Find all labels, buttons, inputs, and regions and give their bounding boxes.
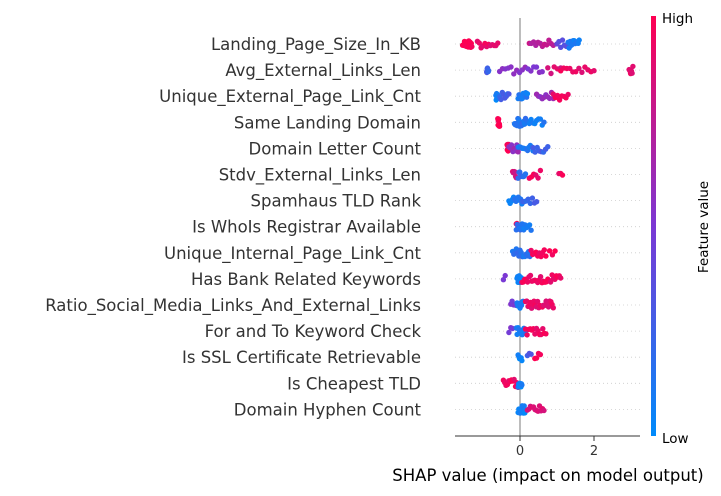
shap-dot bbox=[630, 63, 636, 70]
feature-label: Landing_Page_Size_In_KB bbox=[211, 35, 421, 55]
shap-dot bbox=[533, 64, 540, 70]
shap-dot bbox=[528, 227, 534, 233]
shap-dot bbox=[534, 298, 541, 305]
shap-dot bbox=[543, 331, 549, 337]
shap-dot bbox=[529, 195, 536, 201]
shap-dot bbox=[556, 97, 563, 103]
shap-dot bbox=[537, 274, 544, 280]
shap-dot bbox=[541, 407, 547, 414]
shap-dot bbox=[519, 357, 525, 364]
shap-dot bbox=[528, 68, 534, 74]
feature-label: Unique_Internal_Page_Link_Cnt bbox=[164, 244, 422, 264]
shap-dot bbox=[537, 167, 544, 174]
shap-dot bbox=[469, 43, 475, 50]
feature-label: Stdv_External_Links_Len bbox=[219, 166, 421, 186]
shap-dot bbox=[535, 175, 541, 181]
colorbar-gradient bbox=[651, 16, 656, 436]
shap-dot bbox=[517, 169, 523, 175]
shap-dot bbox=[528, 351, 534, 357]
shap-dot bbox=[549, 252, 556, 258]
shap-dot bbox=[543, 253, 549, 259]
feature-label: Spamhaus TLD Rank bbox=[251, 192, 422, 211]
feature-label: Ratio_Social_Media_Links_And_External_Li… bbox=[45, 296, 421, 316]
shap-dot bbox=[524, 279, 531, 285]
shap-dot bbox=[550, 305, 556, 311]
x-tick-label: 2 bbox=[590, 444, 598, 459]
shap-dot bbox=[554, 92, 561, 99]
shap-dot bbox=[538, 253, 544, 260]
feature-label: For and To Keyword Check bbox=[205, 322, 422, 341]
shap-dot bbox=[559, 37, 566, 43]
colorbar-title: Feature value bbox=[696, 181, 712, 273]
shap-dot bbox=[552, 248, 558, 254]
shap-dot bbox=[567, 65, 573, 72]
shap-dot bbox=[541, 247, 547, 253]
feature-label: Has Bank Related Keywords bbox=[191, 270, 421, 289]
x-axis-label: SHAP value (impact on model output) bbox=[392, 466, 703, 485]
shap-dot bbox=[532, 149, 538, 155]
shap-dot bbox=[524, 91, 531, 97]
shap-dot bbox=[576, 37, 582, 43]
feature-label: Unique_External_Page_Link_Cnt bbox=[159, 87, 421, 107]
shap-dot bbox=[565, 91, 571, 98]
feature-label: Domain Letter Count bbox=[249, 139, 422, 158]
shap-dot bbox=[476, 40, 482, 46]
feature-label: Is Cheapest TLD bbox=[287, 374, 421, 393]
feature-label: Avg_External_Links_Len bbox=[225, 61, 421, 81]
shap-dot bbox=[541, 119, 547, 125]
shap-dot bbox=[579, 69, 585, 76]
shap-dot bbox=[558, 275, 564, 281]
shap-dot bbox=[546, 248, 553, 254]
shap-dot bbox=[576, 65, 582, 72]
shap-dot bbox=[526, 222, 533, 228]
x-tick-label: 0 bbox=[516, 444, 524, 459]
shap-dot bbox=[524, 332, 530, 338]
shap-dot bbox=[548, 70, 554, 77]
shap-dots bbox=[459, 37, 636, 416]
shap-dot bbox=[519, 382, 525, 388]
shap-dot bbox=[506, 91, 512, 97]
shap-dot bbox=[527, 272, 534, 279]
feature-label: Is WhoIs Registrar Available bbox=[192, 218, 421, 237]
shap-dot bbox=[496, 123, 503, 129]
shap-dot bbox=[545, 144, 551, 150]
shap-dot bbox=[537, 116, 544, 122]
colorbar-low-label: Low bbox=[662, 431, 689, 447]
shap-dot bbox=[527, 200, 533, 207]
shap-dot bbox=[502, 272, 508, 279]
shap-dot bbox=[522, 171, 529, 177]
feature-labels: Landing_Page_Size_In_KB Avg_External_Link… bbox=[45, 35, 421, 419]
shap-dot bbox=[629, 70, 635, 76]
shap-dot bbox=[515, 149, 521, 155]
shap-dot bbox=[544, 42, 550, 48]
shap-dot bbox=[540, 326, 546, 332]
shap-dot bbox=[485, 68, 492, 74]
shap-dot bbox=[495, 116, 502, 122]
shap-dot bbox=[537, 351, 544, 358]
colorbar: High Low Feature value bbox=[651, 11, 712, 447]
shap-dot bbox=[559, 172, 566, 178]
shap-dot bbox=[530, 144, 536, 151]
shap-dot bbox=[545, 65, 551, 71]
feature-label: Is SSL Certificate Retrievable bbox=[182, 348, 421, 367]
shap-dot bbox=[512, 169, 518, 175]
shap-dot bbox=[533, 355, 540, 361]
shap-dot bbox=[591, 68, 597, 74]
shap-dot bbox=[495, 40, 501, 46]
colorbar-high-label: High bbox=[662, 11, 693, 27]
shap-dot bbox=[525, 196, 531, 202]
shap-dot bbox=[500, 277, 507, 283]
shap-dot bbox=[533, 199, 540, 205]
shap-dot bbox=[506, 329, 512, 336]
shap-dot bbox=[539, 69, 545, 75]
feature-label: Domain Hyphen Count bbox=[234, 400, 422, 419]
shap-dot bbox=[511, 71, 517, 77]
feature-label: Same Landing Domain bbox=[234, 113, 421, 132]
shap-dot bbox=[508, 64, 514, 70]
